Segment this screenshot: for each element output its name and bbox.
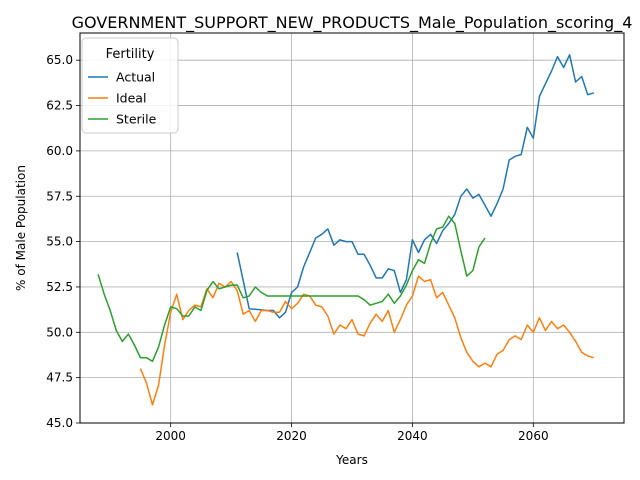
y-tick-label: 45.0 — [46, 416, 73, 430]
series-line-ideal — [139, 275, 595, 406]
y-tick-label: 50.0 — [46, 325, 73, 339]
y-axis-label: % of Male Population — [14, 165, 28, 291]
legend-label-actual: Actual — [116, 70, 155, 85]
y-tick-label: 47.5 — [46, 371, 73, 385]
x-tick-label: 2060 — [518, 429, 549, 443]
legend-label-sterile: Sterile — [116, 112, 157, 127]
x-axis-label: Years — [335, 453, 368, 467]
chart-title: GOVERNMENT_SUPPORT_NEW_PRODUCTS_Male_Pop… — [72, 13, 633, 33]
x-tick-label: 2020 — [276, 429, 307, 443]
y-tick-label: 60.0 — [46, 144, 73, 158]
y-tick-label: 52.5 — [46, 280, 73, 294]
legend-label-ideal: Ideal — [116, 91, 146, 106]
plot-frame — [79, 32, 625, 424]
legend-box — [81, 37, 179, 134]
y-tick-label: 62.5 — [46, 99, 73, 113]
x-tick-label: 2040 — [397, 429, 428, 443]
legend-title: Fertility — [106, 47, 155, 62]
legend: Fertility Actual Ideal Sterile — [81, 37, 179, 134]
x-tick-label: 2000 — [155, 429, 186, 443]
series-lines — [97, 54, 595, 406]
grid-lines — [80, 33, 624, 424]
y-tick-label: 57.5 — [46, 189, 73, 203]
y-tick-label: 65.0 — [46, 53, 73, 67]
series-line-actual — [236, 54, 595, 319]
y-tick-label: 55.0 — [46, 235, 73, 249]
y-axis-ticks: 45.0 47.5 50.0 52.5 55.0 57.5 60.0 62.5 65.0 — [46, 53, 80, 430]
x-axis-ticks: 2000 2020 2040 2060 — [155, 423, 549, 443]
series-line-sterile — [97, 215, 486, 363]
